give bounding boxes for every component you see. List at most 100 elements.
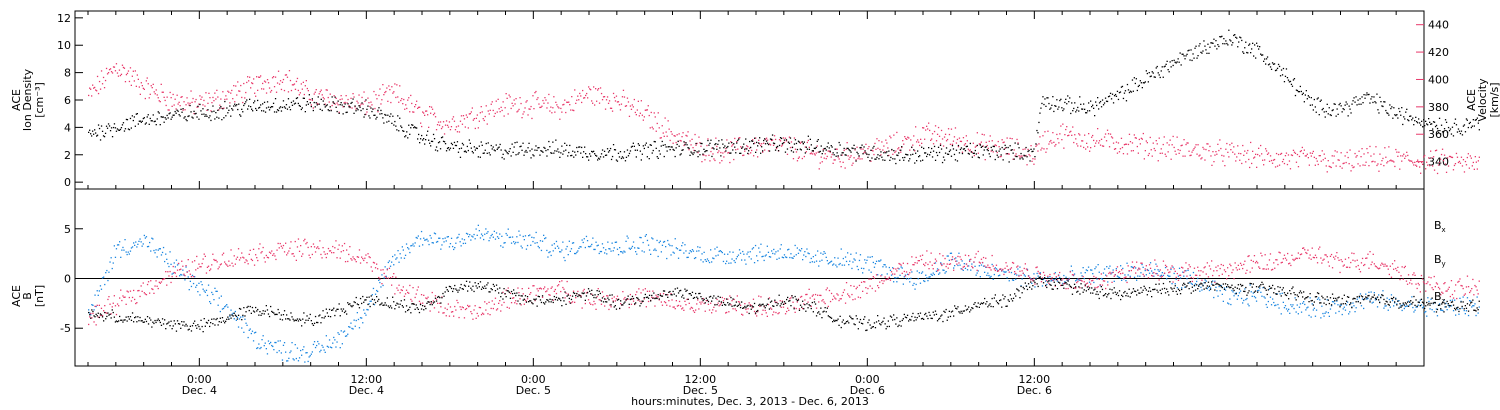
by-point-136 xyxy=(233,318,235,320)
velocity-point-1027 xyxy=(1108,146,1111,148)
velocity-point-122 xyxy=(209,97,211,99)
by-point-978 xyxy=(1135,267,1137,269)
density-point-560 xyxy=(644,144,646,146)
velocity-point-548 xyxy=(632,106,634,108)
velocity-point-390 xyxy=(475,117,477,119)
velocity-point-33 xyxy=(120,73,123,75)
bz-point-99 xyxy=(194,260,196,262)
density-point-996 xyxy=(1078,110,1080,112)
density-point-1023 xyxy=(1104,97,1107,99)
density-point-1361 xyxy=(1440,124,1443,126)
velocity-point-223 xyxy=(309,99,311,101)
by-point-487 xyxy=(609,248,611,250)
velocity-point-328 xyxy=(414,106,416,108)
by-point-112 xyxy=(207,284,210,286)
by-point-301 xyxy=(410,245,412,247)
velocity-point-291 xyxy=(377,111,379,113)
velocity-point-701 xyxy=(784,137,787,139)
velocity-point-205 xyxy=(291,84,294,86)
density-point-60 xyxy=(147,114,149,116)
by-point-817 xyxy=(962,269,964,271)
by-point-626 xyxy=(758,247,760,249)
by-point-291 xyxy=(399,253,401,255)
density-point-2 xyxy=(90,133,92,135)
bz-point-454 xyxy=(574,301,576,303)
by-point-320 xyxy=(430,237,432,239)
velocity-point-1061 xyxy=(1142,132,1144,135)
by-point-1234 xyxy=(1409,304,1411,306)
bz-point-447 xyxy=(566,280,568,283)
velocity-point-252 xyxy=(338,111,340,113)
by-point-763 xyxy=(904,274,907,276)
by-point-508 xyxy=(631,245,634,248)
bz-point-287 xyxy=(395,276,397,278)
velocity-point-1168 xyxy=(1249,166,1251,169)
velocity-point-363 xyxy=(448,121,451,123)
density-point-1327 xyxy=(1407,119,1409,121)
density-point-155 xyxy=(242,111,244,113)
by-point-246 xyxy=(351,327,353,330)
velocity-point-739 xyxy=(822,148,824,151)
velocity-point-517 xyxy=(601,99,604,101)
velocity-point-1020 xyxy=(1101,145,1104,147)
density-point-463 xyxy=(548,140,550,143)
velocity-point-504 xyxy=(589,88,591,90)
density-point-443 xyxy=(528,142,530,144)
density-point-826 xyxy=(909,158,911,160)
bz-point-662 xyxy=(796,301,798,303)
bz-point-425 xyxy=(543,288,545,290)
by-point-1287 xyxy=(1465,310,1468,312)
velocity-point-674 xyxy=(758,139,760,141)
density-point-954 xyxy=(1036,129,1038,132)
density-point-483 xyxy=(568,151,570,154)
velocity-point-568 xyxy=(652,128,654,130)
density-point-1301 xyxy=(1381,105,1383,107)
density-point-1211 xyxy=(1291,85,1294,87)
bz-point-114 xyxy=(210,268,212,270)
density-point-1253 xyxy=(1333,103,1335,105)
density-point-164 xyxy=(251,108,253,110)
velocity-point-1165 xyxy=(1246,152,1248,154)
velocity-point-580 xyxy=(664,117,666,119)
velocity-point-1008 xyxy=(1090,147,1092,149)
velocity-point-1392 xyxy=(1471,165,1473,167)
velocity-point-1058 xyxy=(1139,143,1141,145)
density-point-989 xyxy=(1071,102,1073,104)
velocity-point-39 xyxy=(126,72,129,74)
density-point-964 xyxy=(1046,97,1048,99)
by-point-1203 xyxy=(1375,297,1378,299)
density-point-604 xyxy=(688,147,690,149)
density-point-647 xyxy=(731,142,733,144)
velocity-point-309 xyxy=(395,96,397,99)
velocity-point-546 xyxy=(630,108,633,110)
bz-point-399 xyxy=(515,300,517,302)
by-point-150 xyxy=(248,329,250,331)
by-point-147 xyxy=(245,322,247,324)
density-point-261 xyxy=(347,103,349,105)
bz-point-432 xyxy=(550,287,552,289)
velocity-point-1329 xyxy=(1409,160,1411,162)
velocity-point-848 xyxy=(931,138,933,140)
by-point-718 xyxy=(856,265,858,268)
by-point-1288 xyxy=(1466,297,1469,299)
velocity-point-186 xyxy=(272,76,275,78)
velocity-point-869 xyxy=(951,143,954,145)
velocity-point-108 xyxy=(195,98,197,101)
density-point-572 xyxy=(656,156,658,158)
bz-point-259 xyxy=(365,254,367,256)
density-point-1300 xyxy=(1380,101,1382,103)
velocity-point-1041 xyxy=(1122,153,1125,155)
density-point-635 xyxy=(719,147,721,149)
density-point-855 xyxy=(937,146,940,148)
velocity-point-414 xyxy=(499,111,501,113)
density-point-236 xyxy=(322,100,324,102)
density-point-1150 xyxy=(1231,44,1233,46)
by-point-342 xyxy=(454,247,456,249)
velocity-point-67 xyxy=(154,93,156,95)
velocity-point-1151 xyxy=(1232,151,1234,153)
velocity-point-182 xyxy=(268,87,271,89)
density-point-165 xyxy=(252,110,254,112)
density-point-532 xyxy=(616,160,619,162)
by-point-135 xyxy=(232,312,234,314)
by-point-652 xyxy=(786,256,788,259)
